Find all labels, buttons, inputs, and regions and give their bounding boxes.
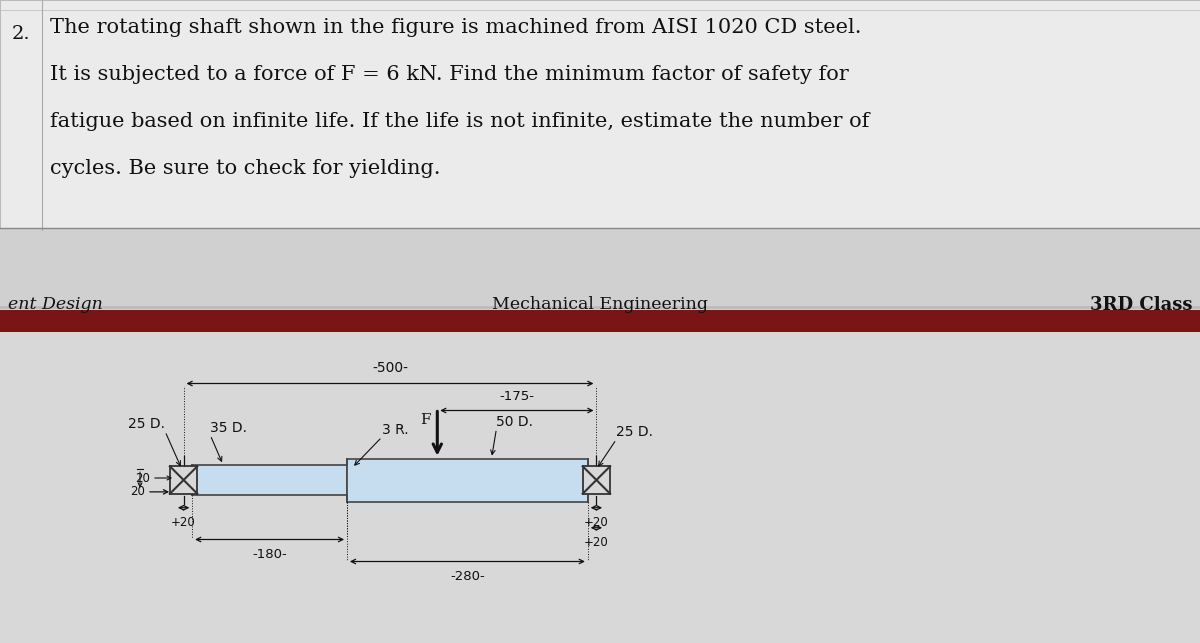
Bar bbox=[588, 469, 605, 491]
Text: 20: 20 bbox=[136, 471, 150, 484]
Bar bbox=[347, 458, 588, 502]
Text: +20: +20 bbox=[172, 516, 196, 529]
Bar bbox=[175, 469, 192, 491]
Text: fatigue based on infinite life. If the life is not infinite, estimate the number: fatigue based on infinite life. If the l… bbox=[50, 112, 869, 131]
Text: -500-: -500- bbox=[372, 361, 408, 376]
Text: +20: +20 bbox=[584, 536, 608, 548]
Bar bbox=[0, 0, 1200, 230]
Text: 2.: 2. bbox=[12, 25, 31, 43]
Text: 3RD Class: 3RD Class bbox=[1090, 296, 1192, 314]
Bar bbox=[583, 466, 610, 494]
Text: 20: 20 bbox=[130, 485, 145, 498]
Bar bbox=[0, 332, 1200, 643]
Text: cycles. Be sure to check for yielding.: cycles. Be sure to check for yielding. bbox=[50, 159, 440, 178]
Bar bbox=[0, 228, 1200, 310]
Text: The rotating shaft shown in the figure is machined from AISI 1020 CD steel.: The rotating shaft shown in the figure i… bbox=[50, 18, 862, 37]
Text: 50 D.: 50 D. bbox=[497, 415, 534, 428]
Text: 25 D.: 25 D. bbox=[128, 417, 166, 431]
Text: It is subjected to a force of F = 6 kN. Find the minimum factor of safety for: It is subjected to a force of F = 6 kN. … bbox=[50, 65, 848, 84]
Text: 35 D.: 35 D. bbox=[210, 421, 247, 435]
Bar bbox=[192, 465, 347, 495]
Text: 25 D.: 25 D. bbox=[617, 425, 653, 439]
Text: ent Design: ent Design bbox=[8, 296, 103, 313]
Bar bbox=[170, 466, 197, 494]
Text: +20: +20 bbox=[584, 516, 608, 529]
Text: 3 R.: 3 R. bbox=[382, 423, 409, 437]
Text: F: F bbox=[420, 413, 431, 428]
Bar bbox=[0, 310, 1200, 332]
Text: -175-: -175- bbox=[499, 390, 534, 403]
Text: Mechanical Engineering: Mechanical Engineering bbox=[492, 296, 708, 313]
Text: -180-: -180- bbox=[252, 547, 287, 561]
Text: -280-: -280- bbox=[450, 570, 485, 583]
